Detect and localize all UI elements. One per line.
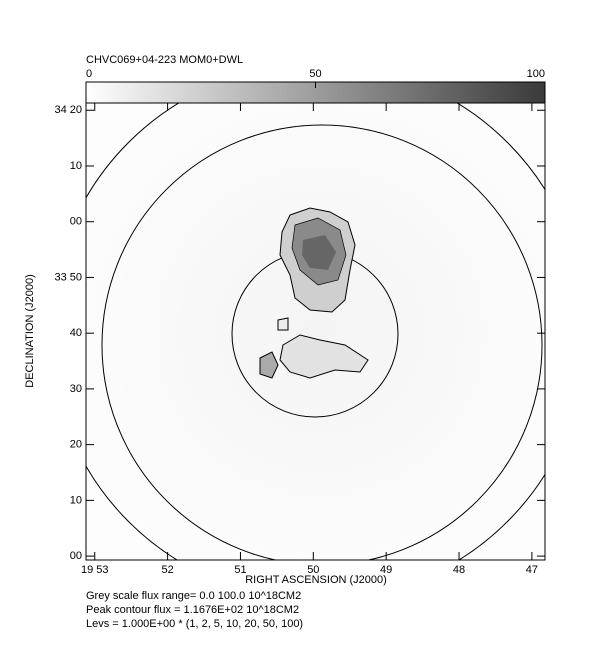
y-tick-label: 10 <box>70 160 82 172</box>
x-tick-label: 47 <box>526 564 538 576</box>
colorbar-tick-label: 50 <box>309 68 321 80</box>
cloud-contour <box>259 351 279 379</box>
plot-frame <box>85 102 546 561</box>
x-axis-label: RIGHT ASCENSION (J2000) <box>245 574 387 586</box>
plot-area <box>86 103 545 560</box>
colorbar-tick-label: 100 <box>527 68 545 80</box>
y-tick-label: 10 <box>70 494 82 506</box>
x-tick-label: 51 <box>234 564 246 576</box>
y-tick-label: 30 <box>70 383 82 395</box>
note: Levs = 1.000E+00 * (1, 2, 5, 10, 20, 50,… <box>86 618 303 630</box>
y-axis-label: DECLINATION (J2000) <box>24 274 36 388</box>
plot-background <box>86 103 545 560</box>
x-tick-label: 19 53 <box>81 564 109 576</box>
note: Peak contour flux = 1.1676E+02 10^18CM2 <box>86 604 299 616</box>
y-tick-label: 00 <box>70 216 82 228</box>
chart-title: CHVC069+04-223 MOM0+DWL <box>86 54 243 66</box>
cloud-core <box>302 235 336 270</box>
cloud-contour <box>277 317 289 331</box>
y-tick-label: 20 <box>70 439 82 451</box>
beam-contour <box>101 124 543 560</box>
x-tick-label: 50 <box>307 564 319 576</box>
colorbar-tick-label: 0 <box>86 68 92 80</box>
y-tick-label: 00 <box>70 550 82 562</box>
y-tick-label: 40 <box>70 327 82 339</box>
x-tick-label: 49 <box>380 564 392 576</box>
y-tick-label: 34 20 <box>54 104 82 116</box>
cloud-contour <box>279 334 369 379</box>
x-tick-label: 52 <box>161 564 173 576</box>
x-tick-label: 48 <box>453 564 465 576</box>
y-tick-label: 33 50 <box>54 271 82 283</box>
note: Grey scale flux range= 0.0 100.0 10^18CM… <box>86 590 301 602</box>
